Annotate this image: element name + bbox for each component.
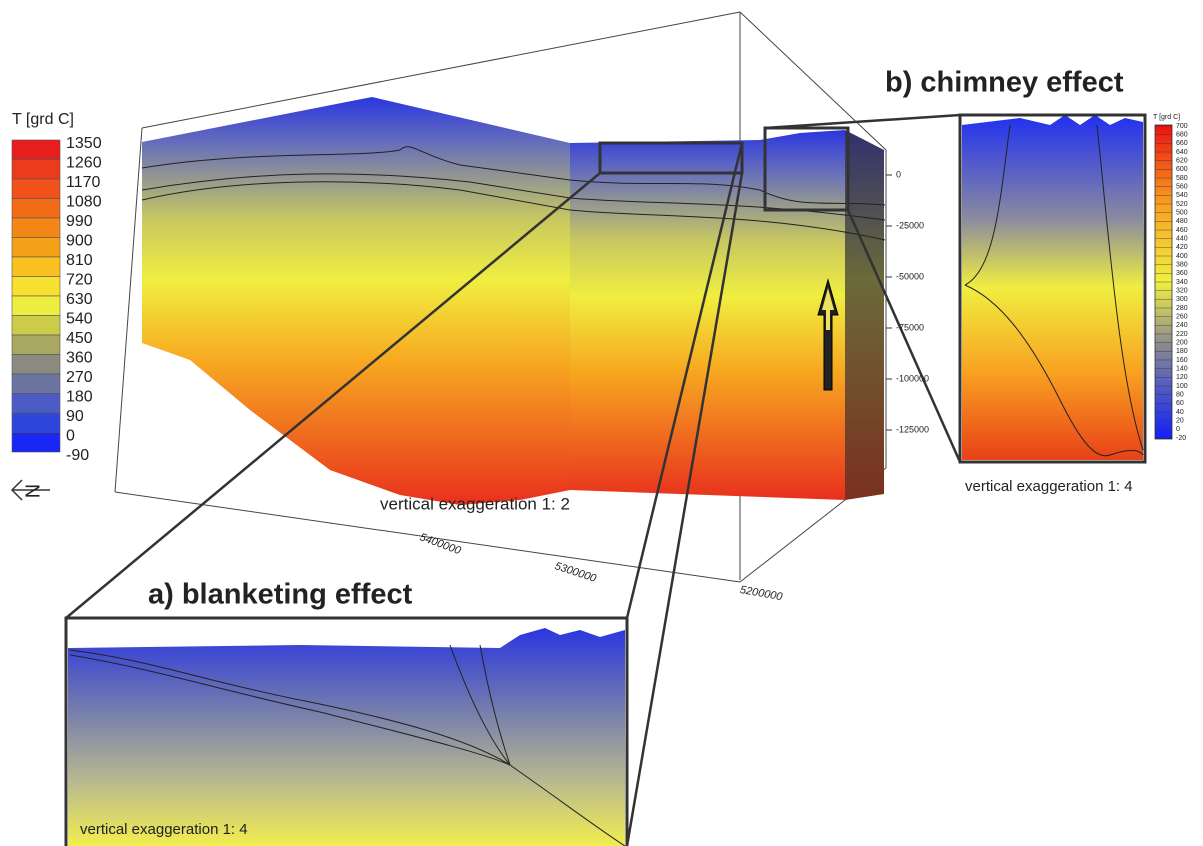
- legend-swatch: [12, 218, 60, 238]
- inset-b-legend-label: 560: [1176, 184, 1188, 191]
- callout-line: [765, 115, 960, 128]
- legend-label: 1350: [66, 135, 102, 152]
- legend-title: T [grd C]: [12, 111, 74, 128]
- inset-b-legend-label: 200: [1176, 340, 1188, 347]
- legend-swatch: [12, 179, 60, 199]
- legend-swatch: [12, 296, 60, 316]
- compass-label: N: [22, 484, 44, 498]
- inset-b-legend-label: 480: [1176, 218, 1188, 225]
- section-side: [845, 130, 884, 500]
- inset-b-legend-label: 40: [1176, 409, 1184, 416]
- legend-label: 270: [66, 369, 93, 386]
- inset-b-legend-label: 460: [1176, 227, 1188, 234]
- legend-swatch: [12, 277, 60, 297]
- inset-b-legend-label: 0: [1176, 426, 1180, 433]
- inset-b-legend-label: 100: [1176, 383, 1188, 390]
- inset-b-legend-label: 120: [1176, 374, 1188, 381]
- legend-label: -90: [66, 447, 89, 464]
- legend-swatch: [12, 335, 60, 355]
- inset-b-legend-label: 640: [1176, 149, 1188, 156]
- inset-b-legend-label: 180: [1176, 348, 1188, 355]
- inset-b-legend-label: 80: [1176, 392, 1184, 399]
- legend-swatch: [12, 140, 60, 160]
- inset-b-legend-label: 20: [1176, 418, 1184, 425]
- depth-label: -100000: [896, 373, 929, 383]
- inset-b-note: vertical exaggeration 1: 4: [965, 478, 1133, 495]
- inset-b-legend-label: 220: [1176, 331, 1188, 338]
- inset-b-legend-label: 340: [1176, 279, 1188, 286]
- inset-b-legend-label: 440: [1176, 236, 1188, 243]
- legend-swatch: [12, 160, 60, 180]
- depth-label: -25000: [896, 220, 924, 230]
- legend-label: 1080: [66, 194, 102, 211]
- main-note: vertical exaggeration 1: 2: [380, 494, 570, 513]
- inset-b-legend-label: -20: [1176, 435, 1186, 442]
- depth-label: -75000: [896, 322, 924, 332]
- legend-label: 630: [66, 291, 93, 308]
- legend-label: 0: [66, 428, 75, 445]
- legend-swatch: [12, 199, 60, 219]
- inset-b-legend-label: 360: [1176, 270, 1188, 277]
- inset-b-legend-label: 500: [1176, 210, 1188, 217]
- inset-b-legend-label: 60: [1176, 400, 1184, 407]
- inset-b-legend-label: 540: [1176, 192, 1188, 199]
- depth-label: -125000: [896, 424, 929, 434]
- inset-b-legend-label: 300: [1176, 296, 1188, 303]
- legend-label: 90: [66, 408, 84, 425]
- legend-swatch: [12, 316, 60, 336]
- northing-label: 5200000: [739, 584, 784, 603]
- section-left: [142, 97, 570, 505]
- figure: N T [grd C] vertical exaggeration 1: 2 a…: [0, 0, 1203, 846]
- depth-label: -50000: [896, 271, 924, 281]
- legend-label: 360: [66, 350, 93, 367]
- legend-label: 720: [66, 272, 93, 289]
- inset-b-legend-label: 660: [1176, 140, 1188, 147]
- legend-swatch: [12, 394, 60, 414]
- inset-b-legend-label: 600: [1176, 166, 1188, 173]
- legend-label: 450: [66, 330, 93, 347]
- inset-b-legend-label: 280: [1176, 305, 1188, 312]
- legend-swatch: [12, 413, 60, 433]
- northing-label: 5300000: [553, 560, 598, 585]
- inset-a-title: a) blanketing effect: [148, 579, 413, 611]
- inset-b-legend-label: 700: [1176, 123, 1188, 130]
- legend-label: 1170: [66, 174, 101, 191]
- legend-swatch: [12, 257, 60, 277]
- legend-swatch: [12, 433, 60, 453]
- legend-label: 180: [66, 389, 93, 406]
- section-right: [570, 130, 845, 500]
- legend-swatch: [12, 238, 60, 258]
- inset-b-legend-label: 320: [1176, 288, 1188, 295]
- northing-label: 5400000: [418, 531, 463, 557]
- inset-b-legend-label: 420: [1176, 244, 1188, 251]
- legend-swatch: [12, 374, 60, 394]
- inset-b-legend-label: 260: [1176, 314, 1188, 321]
- inset-b-legend-label: 140: [1176, 366, 1188, 373]
- legend-label: 990: [66, 213, 93, 230]
- depth-label: 0: [896, 169, 901, 179]
- inset-b-legend-label: 160: [1176, 357, 1188, 364]
- inset-b-title: b) chimney effect: [885, 67, 1124, 99]
- inset-b-legend-label: 380: [1176, 262, 1188, 269]
- inset-a-field: [68, 628, 625, 846]
- legend-label: 540: [66, 311, 93, 328]
- legend-swatch: [12, 355, 60, 375]
- inset-b-legend-label: 240: [1176, 322, 1188, 329]
- compass: N: [12, 480, 50, 500]
- legend-label: 810: [66, 252, 93, 269]
- legend-label: 900: [66, 233, 93, 250]
- inset-b-legend-label: 400: [1176, 253, 1188, 260]
- inset-b-legend-label: 680: [1176, 132, 1188, 139]
- inset-a-note: vertical exaggeration 1: 4: [80, 821, 248, 838]
- inset-b-field: [962, 115, 1143, 460]
- inset-b-legend-title: T [grd C]: [1153, 114, 1180, 121]
- legend-label: 1260: [66, 155, 102, 172]
- inset-b-legend-label: 520: [1176, 201, 1188, 208]
- inset-b-legend-label: 620: [1176, 158, 1188, 165]
- inset-b-legend-label: 580: [1176, 175, 1188, 182]
